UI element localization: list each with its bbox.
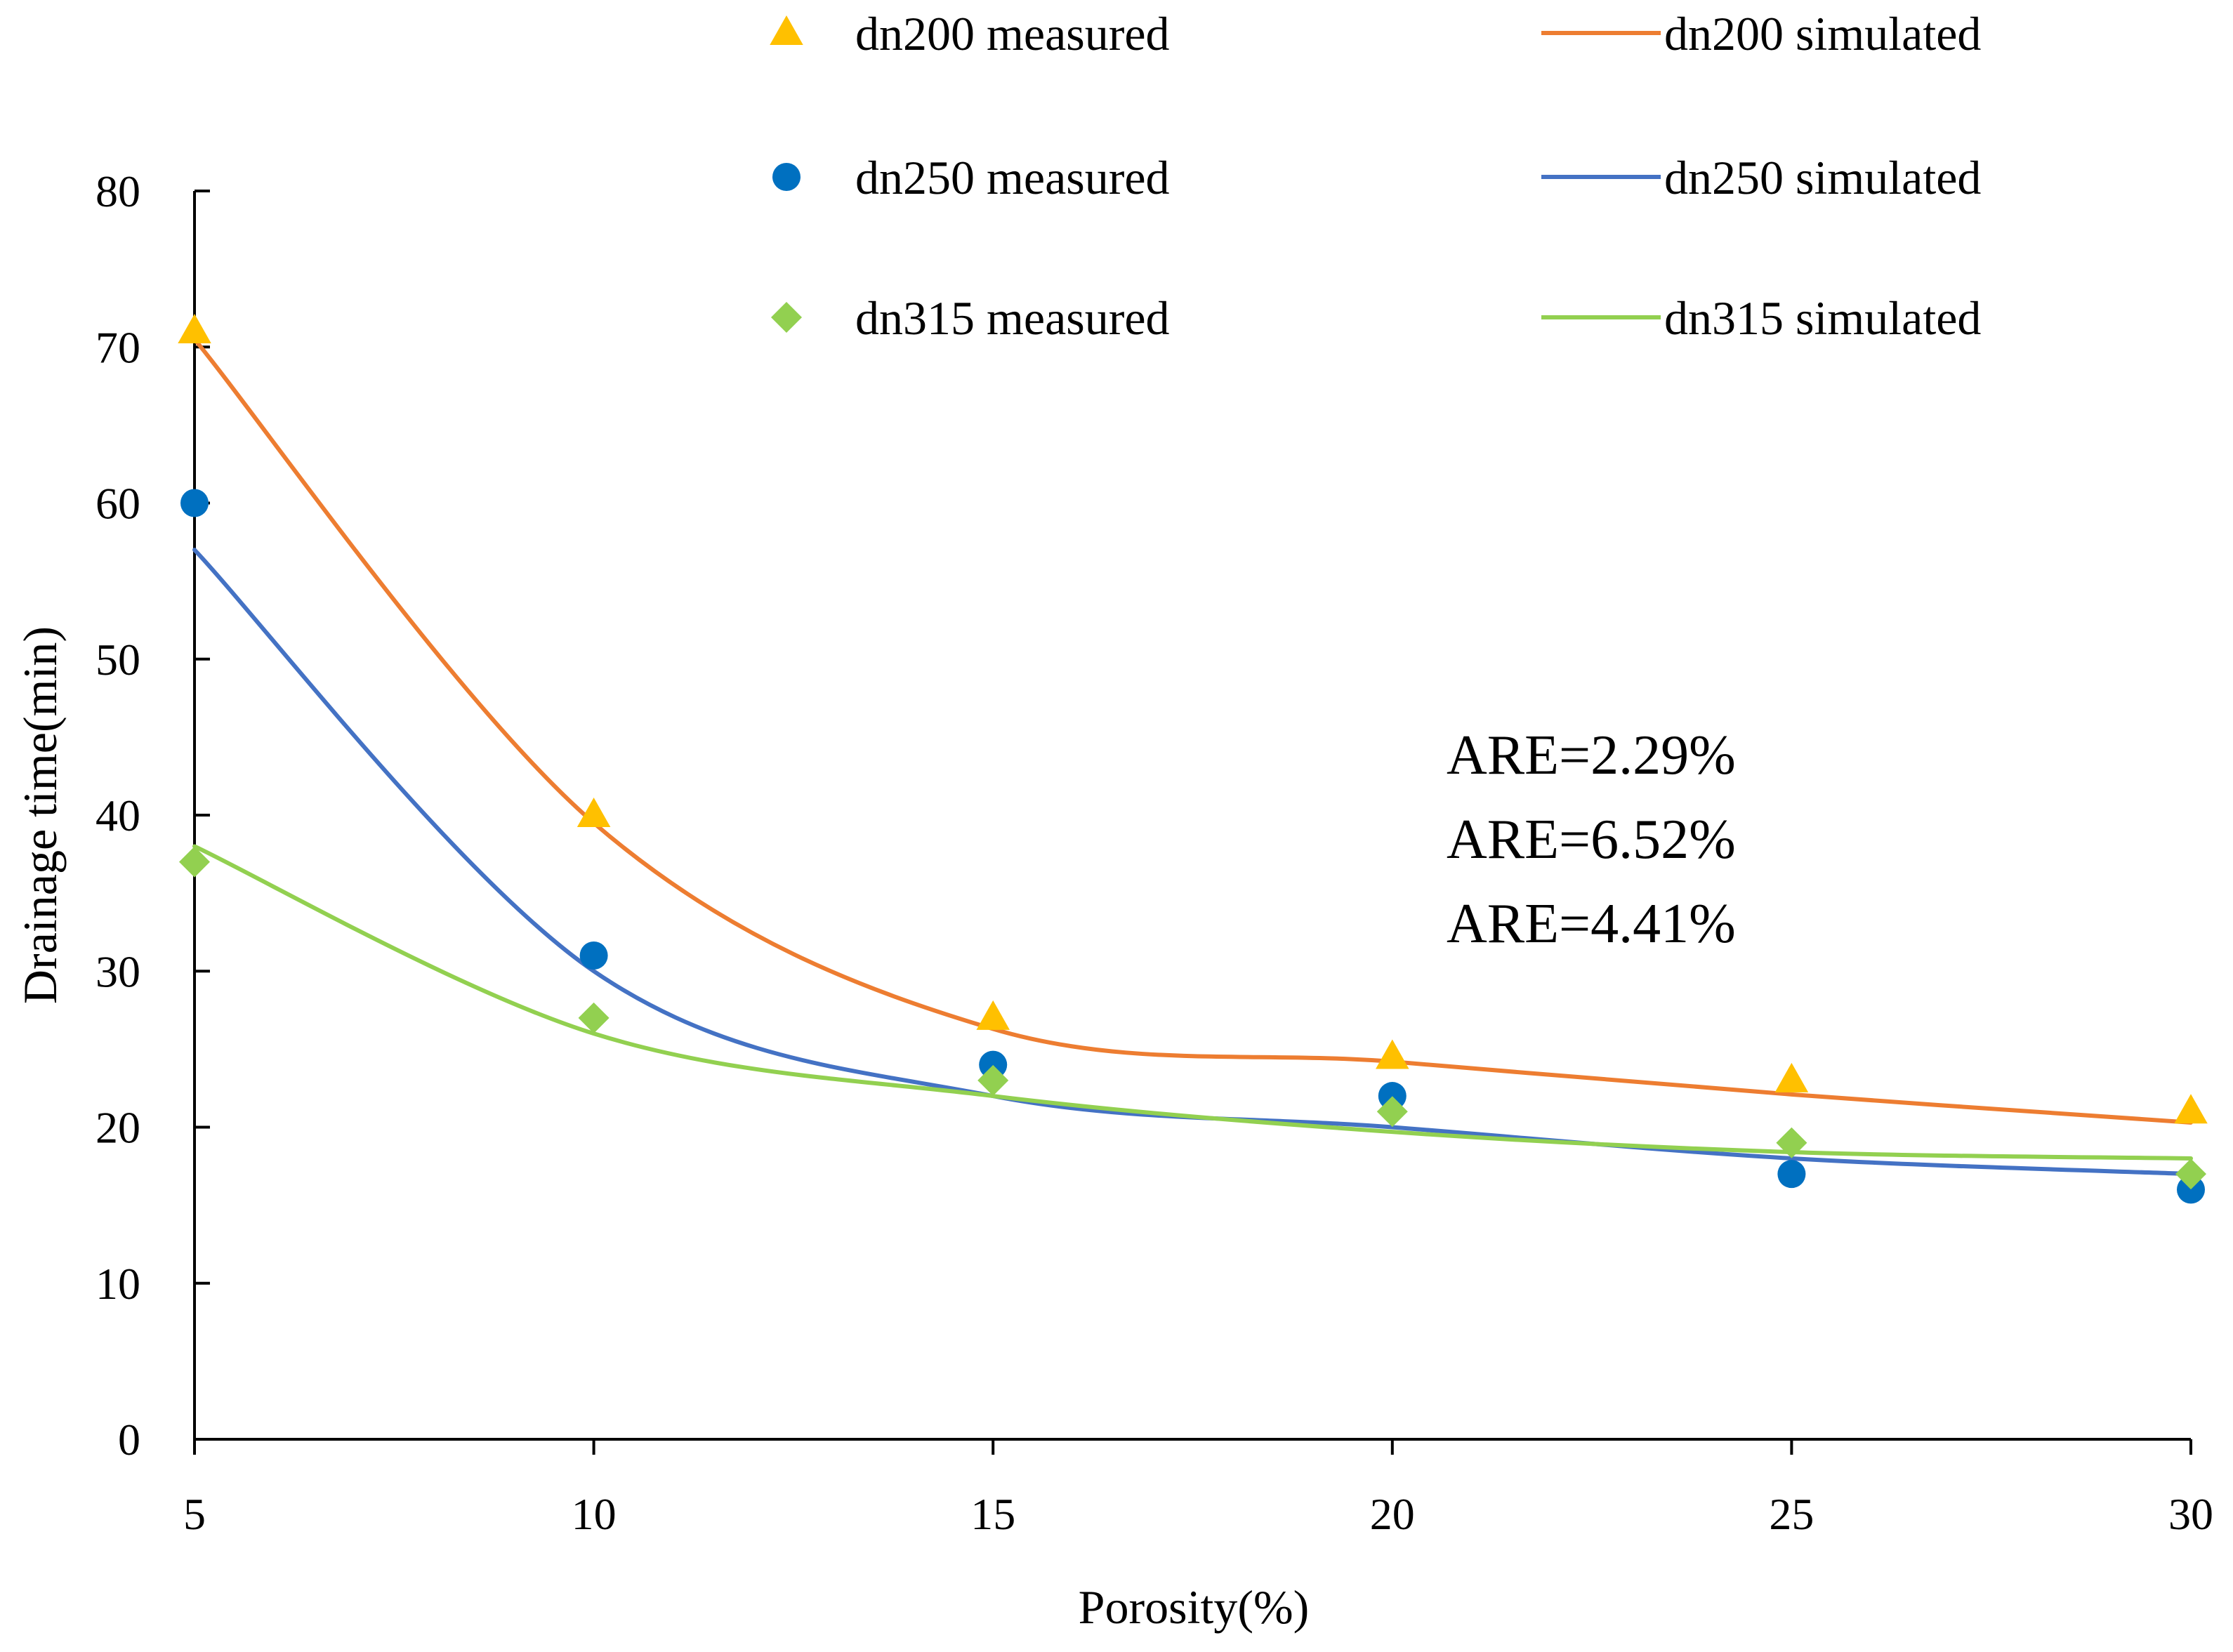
data-point-diamond <box>2175 1158 2206 1190</box>
y-axis-title: Drainage time(min) <box>13 626 67 1004</box>
annotation-are: ARE=4.41% <box>1447 893 1736 955</box>
y-tick-label: 0 <box>118 1415 140 1465</box>
x-tick-label: 5 <box>183 1489 206 1539</box>
legend-label: dn250 measured <box>855 151 1170 204</box>
legend-marker <box>770 15 803 45</box>
legend-marker <box>771 302 802 333</box>
series-line-5 <box>192 844 2193 1161</box>
y-tick-label: 30 <box>95 946 140 996</box>
legend-label: dn200 measured <box>855 7 1170 60</box>
legend-label: dn315 measured <box>855 291 1170 345</box>
data-point-triangle <box>1774 1062 1809 1092</box>
legend-marker <box>772 163 801 191</box>
axes: 0 10 20 30 40 50 60 70 80 5 10 15 20 25 30 Porosity(%) D… <box>13 166 2213 1634</box>
y-tick-label: 10 <box>95 1259 140 1309</box>
data-point-circle <box>180 489 209 517</box>
data-point-circle <box>979 1050 1008 1079</box>
legend-label: dn315 simulated <box>1664 291 1981 345</box>
x-tick-label: 30 <box>2168 1489 2213 1539</box>
legend-label: dn250 simulated <box>1664 151 1981 204</box>
x-axis-title: Porosity(%) <box>1079 1580 1310 1634</box>
data-point-diamond <box>179 846 210 878</box>
x-tick-label: 20 <box>1370 1489 1415 1539</box>
data-point-triangle <box>2174 1094 2208 1124</box>
data-point-circle <box>2177 1175 2205 1204</box>
data-point-triangle <box>178 314 211 344</box>
data-point-diamond <box>1376 1096 1408 1128</box>
legend-label: dn200 simulated <box>1664 7 1981 60</box>
y-tick-label: 70 <box>95 322 140 372</box>
series-line-4 <box>192 548 2193 1177</box>
x-tick-label: 10 <box>572 1489 617 1539</box>
data-point-circle <box>1378 1082 1407 1111</box>
data-point-diamond <box>578 1002 610 1033</box>
y-tick-label: 40 <box>95 791 140 840</box>
data-point-diamond <box>1776 1127 1807 1158</box>
data-point-diamond <box>977 1064 1009 1096</box>
y-tick-label: 80 <box>95 166 140 216</box>
x-tick-label: 25 <box>1769 1489 1814 1539</box>
y-tick-label: 20 <box>95 1103 140 1153</box>
legend: dn200 measured dn250 measured dn315 measur… <box>770 7 1981 345</box>
data-point-triangle <box>976 1000 1010 1030</box>
data-point-triangle <box>1376 1039 1409 1069</box>
annotation-are: ARE=6.52% <box>1447 809 1736 871</box>
data-point-triangle <box>577 798 611 827</box>
data-point-circle <box>579 941 608 970</box>
annotations: ARE=2.29% ARE=6.52% ARE=4.41% <box>1447 725 1736 955</box>
annotation-are: ARE=2.29% <box>1447 725 1736 786</box>
x-tick-label: 15 <box>970 1489 1015 1539</box>
series-line-3 <box>192 337 2193 1125</box>
series-lines <box>192 337 2193 1177</box>
series-markers <box>178 314 2208 1204</box>
y-tick-label: 60 <box>95 479 140 529</box>
y-tick-label: 50 <box>95 635 140 685</box>
data-point-circle <box>1777 1160 1806 1189</box>
